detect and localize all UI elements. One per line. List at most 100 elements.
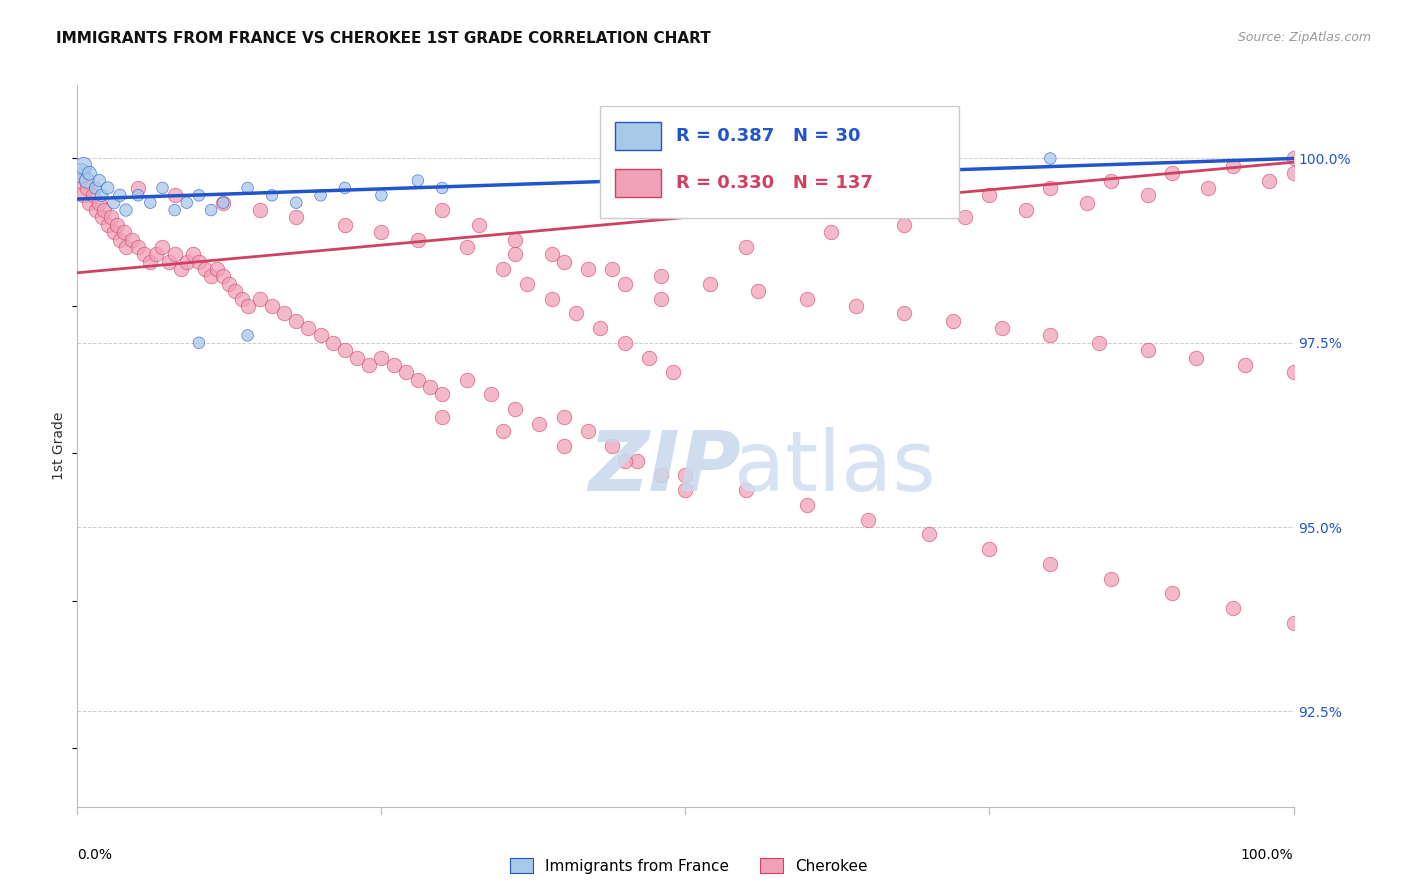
Point <box>820 225 842 239</box>
Point <box>108 188 131 202</box>
Point <box>188 254 211 268</box>
Point <box>285 211 308 225</box>
Point <box>1136 343 1159 358</box>
Point <box>406 173 429 187</box>
Point <box>856 203 879 218</box>
Point <box>492 262 515 277</box>
FancyBboxPatch shape <box>600 106 959 219</box>
Point <box>72 188 94 202</box>
Point <box>236 328 259 343</box>
Bar <box>614 169 661 197</box>
Point <box>370 351 392 365</box>
Point <box>194 262 217 277</box>
Point <box>90 211 112 225</box>
Y-axis label: 1st Grade: 1st Grade <box>52 412 66 480</box>
Point <box>1039 152 1062 166</box>
Point <box>205 262 228 277</box>
Point <box>735 240 758 254</box>
Point <box>163 247 186 261</box>
Point <box>650 269 672 284</box>
Point <box>602 439 624 453</box>
Point <box>260 188 283 202</box>
Point <box>395 365 418 379</box>
Point <box>152 240 174 254</box>
Point <box>127 188 149 202</box>
Legend: Immigrants from France, Cherokee: Immigrants from France, Cherokee <box>505 852 873 880</box>
Point <box>565 306 588 320</box>
Point <box>893 218 915 232</box>
Point <box>322 335 344 350</box>
Point <box>467 218 489 232</box>
Point <box>82 188 104 202</box>
Point <box>89 195 111 210</box>
Point <box>84 203 107 218</box>
Point <box>112 225 135 239</box>
Point <box>979 188 1001 202</box>
Point <box>1039 557 1062 571</box>
Point <box>1039 328 1062 343</box>
Text: ZIP: ZIP <box>588 427 741 508</box>
Point <box>856 513 879 527</box>
Point <box>84 181 107 195</box>
Point <box>503 233 526 247</box>
Point <box>370 188 392 202</box>
Point <box>163 203 186 218</box>
Point <box>134 247 156 261</box>
Point <box>576 424 599 438</box>
Point <box>699 277 721 291</box>
Text: Source: ZipAtlas.com: Source: ZipAtlas.com <box>1237 31 1371 45</box>
Point <box>540 292 562 306</box>
Point <box>79 166 101 180</box>
Point <box>115 240 138 254</box>
Point <box>69 173 91 187</box>
Point <box>553 254 575 268</box>
Point <box>346 351 368 365</box>
Point <box>1099 572 1122 586</box>
Bar <box>614 122 661 150</box>
Point <box>285 313 308 327</box>
Point <box>650 292 672 306</box>
Point <box>1185 351 1208 365</box>
Point <box>456 240 478 254</box>
Point <box>432 387 454 401</box>
Point <box>100 211 122 225</box>
Point <box>157 254 180 268</box>
Point <box>675 483 697 498</box>
Point <box>735 483 758 498</box>
Point <box>1039 181 1062 195</box>
Point <box>115 203 138 218</box>
Point <box>662 365 685 379</box>
Point <box>456 373 478 387</box>
Point <box>89 173 111 187</box>
Point <box>382 358 405 372</box>
Point <box>127 181 149 195</box>
Point <box>503 247 526 261</box>
Point <box>1076 195 1098 210</box>
Point <box>359 358 381 372</box>
Point <box>589 321 612 335</box>
Point <box>492 424 515 438</box>
Point <box>152 181 174 195</box>
Point <box>163 188 186 202</box>
Point <box>212 195 235 210</box>
Point <box>285 195 308 210</box>
Point <box>796 188 818 202</box>
Point <box>218 277 240 291</box>
Point <box>979 542 1001 557</box>
Point <box>139 254 162 268</box>
Point <box>188 188 211 202</box>
Point <box>918 195 941 210</box>
Point <box>139 195 162 210</box>
Text: atlas: atlas <box>734 427 936 508</box>
Point <box>127 240 149 254</box>
Point <box>212 269 235 284</box>
Point <box>176 195 198 210</box>
Point <box>553 409 575 424</box>
Point <box>181 247 204 261</box>
Point <box>626 454 648 468</box>
Point <box>107 218 129 232</box>
Point <box>260 299 283 313</box>
Point <box>553 439 575 453</box>
Point <box>231 292 253 306</box>
Point <box>432 181 454 195</box>
